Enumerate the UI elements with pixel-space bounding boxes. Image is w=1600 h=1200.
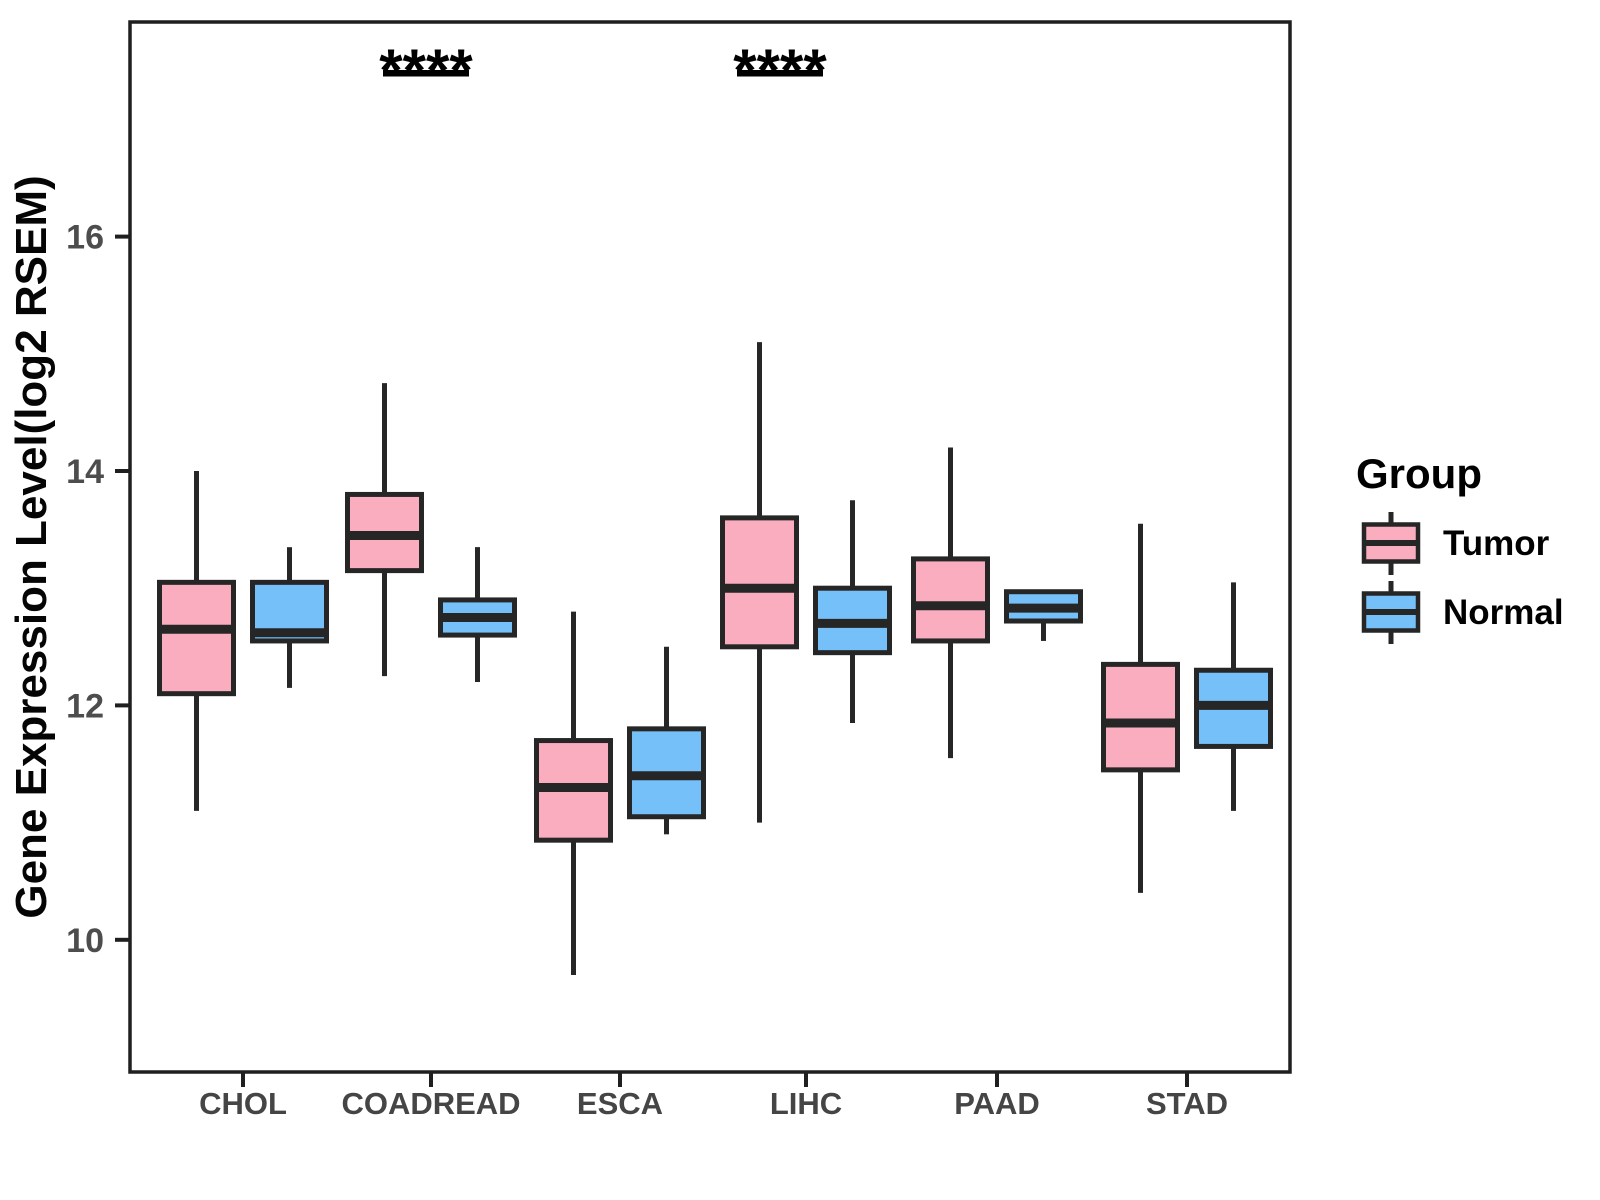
x-category-label: ESCA bbox=[577, 1086, 663, 1121]
boxplot-tumor-PAAD bbox=[911, 447, 990, 759]
boxplot-tumor-STAD bbox=[1101, 523, 1180, 893]
legend-title: Group bbox=[1356, 450, 1482, 497]
significance-bar bbox=[737, 70, 823, 77]
plot-panel bbox=[128, 20, 1292, 1074]
boxplot-tumor-COADREAD bbox=[345, 383, 424, 677]
iqr-box bbox=[911, 556, 990, 644]
iqr-box bbox=[720, 515, 799, 650]
legend-key-normal: Normal bbox=[1361, 581, 1564, 644]
y-tick-label: 16 bbox=[66, 219, 104, 257]
boxplot-normal-STAD bbox=[1194, 582, 1273, 811]
boxplot-tumor-ESCA bbox=[534, 611, 613, 975]
significance-bar bbox=[383, 70, 469, 77]
legend-label: Normal bbox=[1443, 593, 1564, 632]
y-tick-label: 10 bbox=[66, 922, 104, 960]
boxplot-normal-LIHC bbox=[813, 500, 892, 723]
iqr-box bbox=[157, 579, 236, 697]
boxplot-tumor-LIHC bbox=[720, 342, 799, 823]
x-category-label: PAAD bbox=[954, 1086, 1040, 1121]
significance-stars: **** bbox=[379, 37, 473, 104]
y-tick-label: 14 bbox=[66, 453, 104, 491]
boxplot-tumor-CHOL bbox=[157, 471, 236, 811]
boxplot-normal-COADREAD bbox=[438, 547, 517, 682]
y-tick-label: 12 bbox=[66, 687, 104, 725]
y-axis-title: Gene Expression Level(log2 RSEM) bbox=[7, 175, 56, 918]
iqr-box bbox=[1101, 661, 1180, 773]
x-category-label: CHOL bbox=[199, 1086, 287, 1121]
boxplot-normal-ESCA bbox=[627, 646, 706, 835]
legend-label: Tumor bbox=[1443, 524, 1550, 563]
x-category-label: LIHC bbox=[770, 1086, 842, 1121]
boxplot-normal-CHOL bbox=[250, 547, 329, 688]
x-category-label: COADREAD bbox=[341, 1086, 520, 1121]
significance-stars: **** bbox=[733, 37, 827, 104]
boxplot-normal-PAAD bbox=[1004, 589, 1083, 641]
legend: Group Tumor Normal bbox=[1356, 450, 1564, 644]
legend-key-tumor: Tumor bbox=[1361, 512, 1550, 575]
x-category-label: STAD bbox=[1146, 1086, 1228, 1121]
